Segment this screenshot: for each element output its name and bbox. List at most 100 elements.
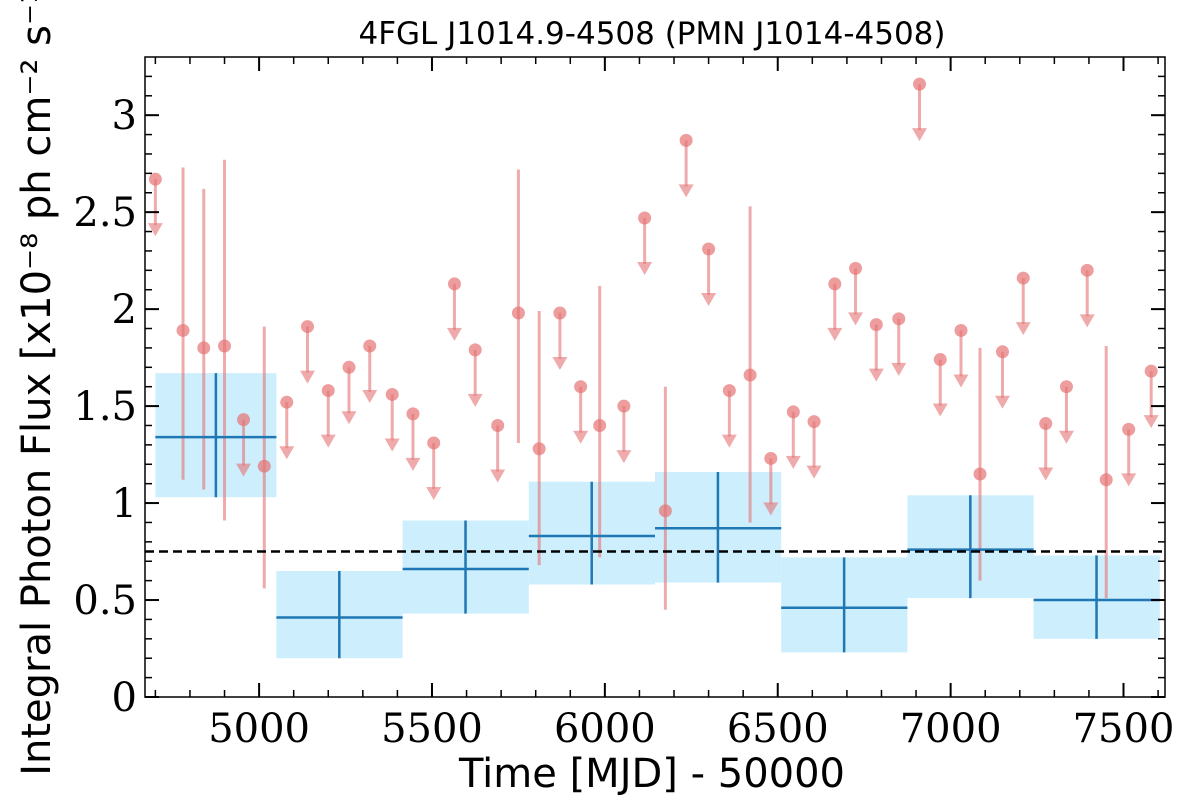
upper-limit-arrowhead — [806, 465, 822, 479]
x-tick-label: 7000 — [900, 706, 1002, 752]
upper-limit-arrowhead — [678, 184, 694, 198]
upper-limit-arrowhead — [320, 434, 336, 448]
upper-limit-point — [1039, 417, 1053, 431]
chart-title: 4FGL J1014.9-4508 (PMN J1014-4508) — [358, 16, 945, 52]
y-tick-label: 1.5 — [73, 384, 137, 430]
upper-limit-arrowhead — [994, 395, 1010, 409]
monthly-detection-point — [973, 467, 987, 481]
upper-limit-point — [1016, 271, 1030, 285]
binned-points — [155, 373, 1160, 659]
upper-limit-point — [617, 399, 631, 413]
ticks: 5000 5500 6000 6500 7000 7500 0 0.5 1 1.5 2 2.5 3 — [73, 57, 1174, 752]
upper-limit-arrowhead — [490, 469, 506, 483]
upper-limit-arrowhead — [552, 357, 568, 370]
x-tick-label: 6500 — [727, 706, 829, 752]
upper-limit-point — [406, 407, 420, 421]
x-tick-label: 7500 — [1073, 706, 1175, 752]
monthly-detection-point — [1099, 473, 1113, 487]
upper-limit-arrowhead — [721, 434, 737, 448]
upper-limit-arrowhead — [953, 374, 969, 388]
upper-limit-point — [638, 211, 652, 225]
upper-limit-arrowhead — [341, 411, 357, 425]
monthly-detection-point — [532, 442, 546, 456]
plot-frame — [144, 56, 1166, 698]
upper-limit-arrowhead — [827, 327, 843, 341]
upper-limit-arrowhead — [446, 327, 462, 341]
upper-limit-point — [148, 172, 162, 186]
upper-limit-point — [385, 387, 399, 401]
upper-limit-arrowhead — [362, 389, 378, 403]
monthly-detection-point — [511, 306, 525, 320]
monthly-detection-point — [197, 341, 211, 355]
y-tick-label: 2 — [112, 287, 137, 333]
upper-limit-arrowhead — [467, 393, 483, 407]
y-tick-label: 3 — [112, 93, 137, 139]
y-axis-label: Integral Photon Flux [x10⁻⁸ ph cm⁻² s⁻¹] — [14, 0, 60, 776]
upper-limit-arrowhead — [932, 403, 948, 417]
upper-limit-point — [553, 306, 567, 320]
upper-limit-point — [1059, 380, 1073, 394]
upper-limit-point — [764, 451, 778, 465]
upper-limit-point — [1080, 263, 1094, 277]
monthly-detection-point — [176, 323, 190, 337]
upper-limit-arrowhead — [1038, 467, 1054, 481]
x-axis-label: Time [MJD] - 50000 — [458, 751, 845, 797]
upper-limit-arrowhead — [1058, 430, 1074, 444]
upper-limit-arrowhead — [763, 502, 779, 516]
upper-limit-point — [702, 242, 716, 256]
upper-limit-arrowhead — [637, 261, 653, 275]
upper-limit-arrowhead — [300, 370, 316, 384]
y-tick-label: 2.5 — [73, 190, 137, 236]
upper-limit-point — [869, 318, 883, 332]
x-tick-label: 6000 — [554, 706, 656, 752]
upper-limit-point — [679, 133, 693, 147]
upper-limit-arrowhead — [1079, 314, 1095, 328]
upper-limit-point — [574, 380, 588, 394]
axes — [144, 56, 1166, 698]
upper-limit-point — [954, 323, 968, 337]
upper-limit-point — [237, 413, 251, 427]
upper-limit-point — [363, 339, 377, 353]
monthly-points — [147, 77, 1159, 610]
monthly-detection-point — [218, 339, 232, 353]
upper-limit-arrowhead — [279, 446, 295, 460]
x-tick-label: 5500 — [381, 706, 483, 752]
upper-limit-point — [1144, 364, 1158, 378]
upper-limit-arrowhead — [384, 438, 400, 452]
upper-limit-point — [786, 405, 800, 419]
y-tick-label: 0 — [112, 675, 137, 721]
upper-limit-point — [280, 395, 294, 409]
upper-limit-point — [807, 415, 821, 429]
upper-limit-arrowhead — [236, 463, 252, 477]
upper-limit-arrowhead — [147, 223, 163, 237]
upper-limit-arrowhead — [1015, 322, 1031, 336]
upper-limit-point — [995, 345, 1009, 359]
upper-limit-arrowhead — [1121, 473, 1137, 487]
upper-limit-point — [1122, 422, 1136, 436]
monthly-detection-point — [257, 459, 271, 473]
monthly-detection-point — [593, 418, 607, 432]
upper-limit-arrowhead — [405, 457, 421, 471]
y-tick-label: 0.5 — [73, 578, 137, 624]
upper-limit-point — [933, 353, 947, 367]
binned-boxes — [155, 373, 1160, 659]
upper-limit-point — [427, 436, 441, 450]
upper-limit-point — [301, 320, 315, 334]
upper-limit-point — [321, 384, 335, 398]
upper-limit-arrowhead — [785, 455, 801, 469]
upper-limit-arrowhead — [701, 293, 717, 306]
upper-limit-arrowhead — [912, 128, 928, 142]
x-tick-label: 5000 — [208, 706, 310, 752]
upper-limit-arrowhead — [616, 450, 632, 464]
upper-limit-point — [913, 77, 927, 91]
y-tick-label: 1 — [112, 481, 137, 527]
upper-limit-point — [342, 360, 356, 374]
upper-limit-arrowhead — [891, 362, 907, 376]
upper-limit-point — [491, 418, 505, 432]
upper-limit-point — [828, 277, 842, 291]
upper-limit-arrowhead — [848, 312, 864, 326]
upper-limit-arrowhead — [868, 368, 884, 382]
upper-limit-point — [849, 261, 863, 275]
upper-limit-point — [468, 343, 482, 357]
